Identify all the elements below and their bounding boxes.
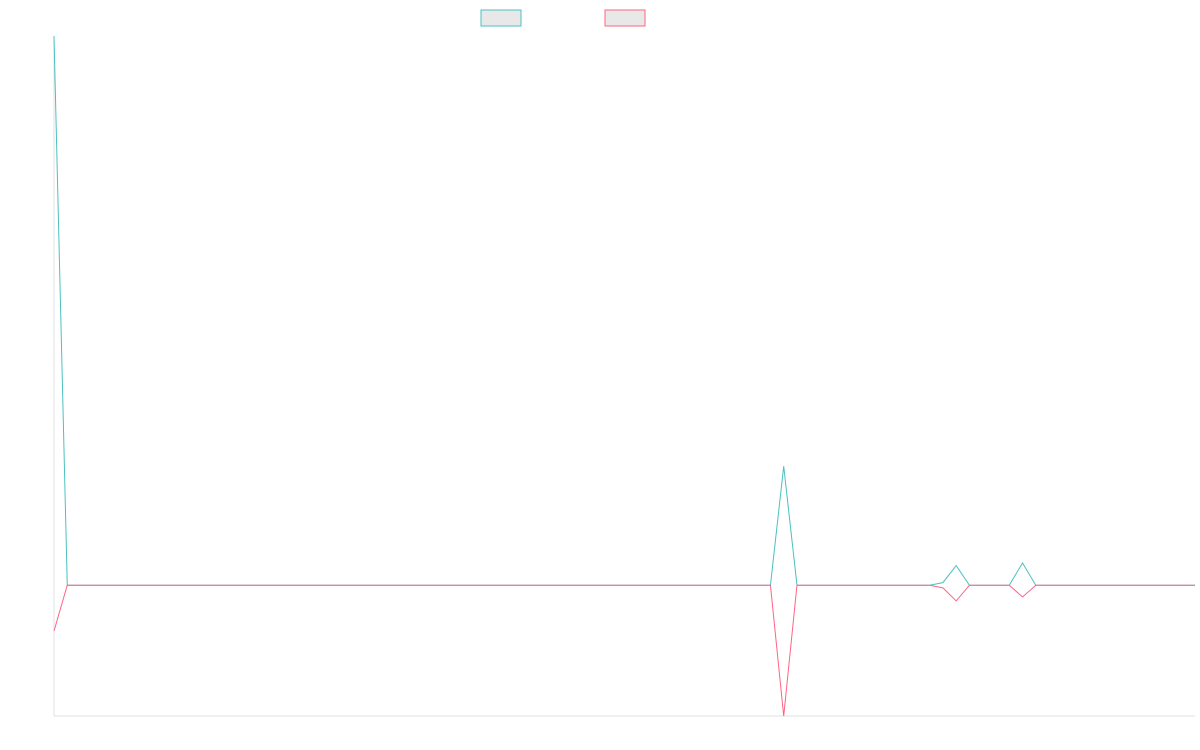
- legend-swatch-1[interactable]: [480, 9, 522, 27]
- series-lines: [53, 35, 1195, 717]
- axes: [53, 36, 1195, 717]
- legend-swatch-2[interactable]: [604, 9, 646, 27]
- legend: [480, 9, 646, 27]
- series-line-1: [53, 35, 1195, 586]
- series-line-2: [53, 584, 1195, 717]
